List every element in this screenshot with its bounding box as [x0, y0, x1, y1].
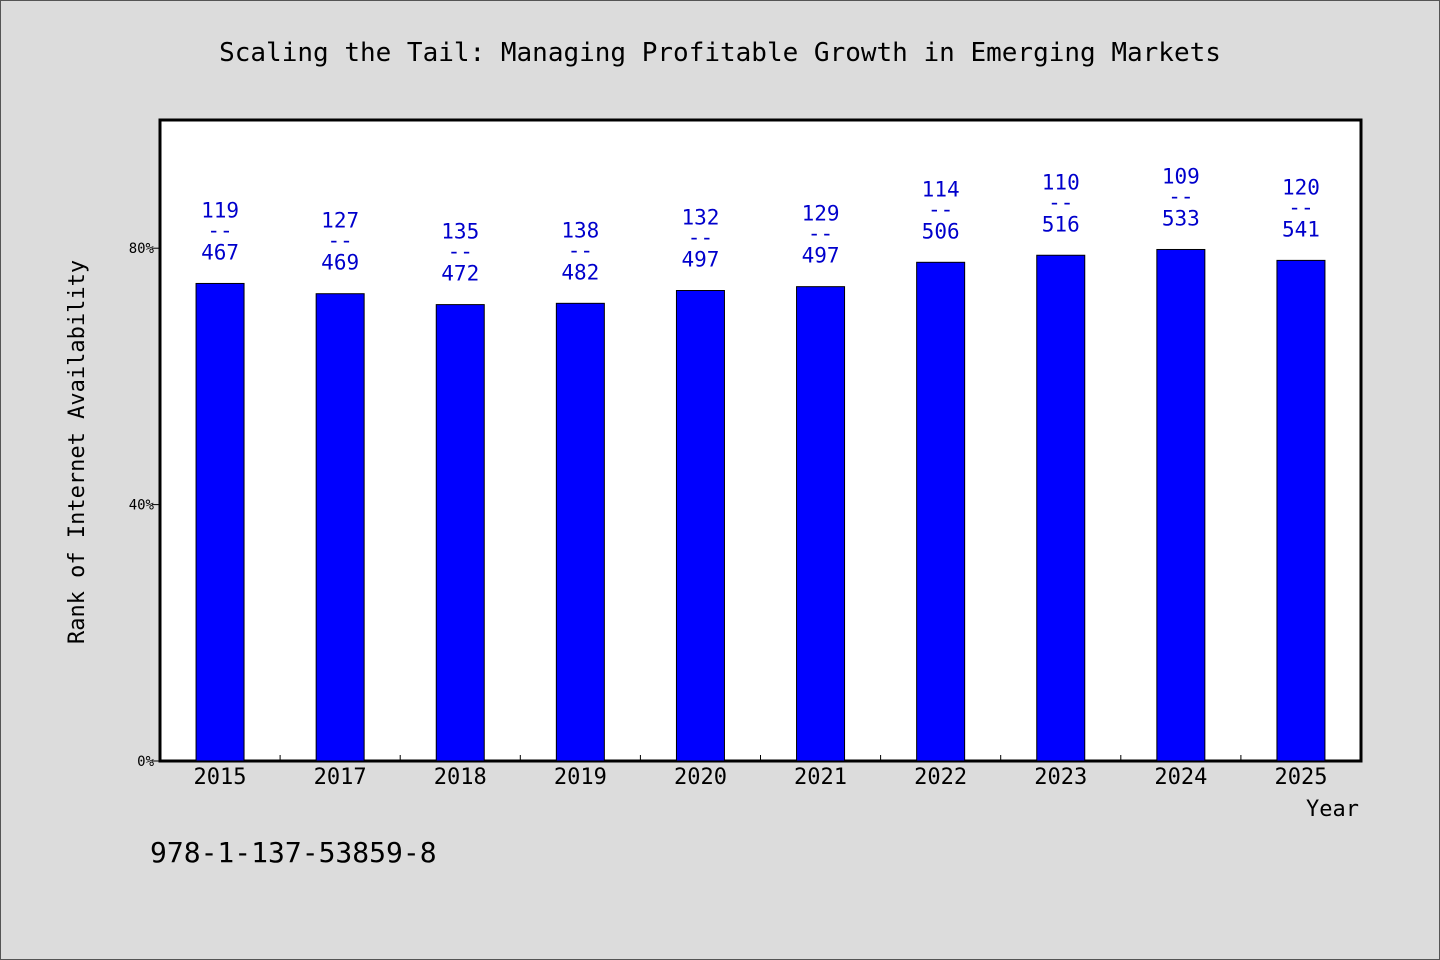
- y-axis: 0% 40% 80%: [129, 241, 160, 770]
- y-tick-label: 0%: [137, 754, 154, 770]
- bar-rank-label: 110: [1042, 170, 1080, 194]
- bar-label-separator: --: [1168, 184, 1193, 208]
- x-tick-label: 2015: [194, 765, 247, 790]
- bar-2017: [315, 293, 365, 762]
- bar-label-separator: --: [1288, 195, 1313, 219]
- x-axis: 2015 2017 2018 2019 2020 2021 2022 2023 2024 2025: [194, 755, 1327, 790]
- bar-2018: [435, 304, 485, 762]
- bar-label-separator: --: [688, 226, 713, 250]
- x-axis-label: Year: [1306, 797, 1359, 822]
- bar-label-separator: --: [448, 240, 473, 264]
- bar-2025: [1276, 259, 1326, 762]
- bar-rank-label: 127: [321, 209, 359, 233]
- x-tick-label: 2022: [914, 765, 967, 790]
- bar-labels-group: 119--467127--469135--472138--482132--497…: [201, 164, 1320, 285]
- bar-total-label: 482: [561, 260, 599, 284]
- x-tick-label: 2020: [674, 765, 727, 790]
- x-tick-label: 2024: [1154, 765, 1207, 790]
- bar-total-label: 541: [1282, 217, 1320, 241]
- bar-rank-label: 119: [201, 198, 239, 222]
- bar-total-label: 469: [321, 251, 359, 275]
- x-tick-label: 2021: [794, 765, 847, 790]
- bar-total-label: 467: [201, 240, 239, 264]
- bar-label-separator: --: [928, 197, 953, 221]
- bar-total-label: 516: [1042, 212, 1080, 236]
- bar-label-separator: --: [207, 218, 232, 242]
- bar-rank-label: 132: [681, 206, 719, 230]
- x-tick-label: 2023: [1034, 765, 1087, 790]
- bar-2015: [195, 282, 245, 762]
- bar-total-label: 472: [441, 262, 479, 286]
- bar-total-label: 497: [681, 248, 719, 272]
- bar-label-separator: --: [1048, 190, 1073, 214]
- bar-rank-label: 120: [1282, 175, 1320, 199]
- bar-2024: [1156, 248, 1206, 762]
- bar-rank-label: 114: [922, 177, 960, 201]
- bars-group: [195, 248, 1326, 762]
- bar-2023: [1036, 254, 1086, 762]
- bar-label-separator: --: [808, 222, 833, 246]
- x-tick-label: 2018: [434, 765, 487, 790]
- x-tick-label: 2017: [314, 765, 367, 790]
- x-tick-label: 2025: [1274, 765, 1327, 790]
- bar-total-label: 533: [1162, 206, 1200, 230]
- y-tick-label: 80%: [129, 241, 155, 257]
- bar-2019: [555, 302, 605, 762]
- bar-total-label: 506: [922, 219, 960, 243]
- x-tick-label: 2019: [554, 765, 607, 790]
- bar-label-separator: --: [328, 229, 353, 253]
- bar-2020: [675, 290, 725, 762]
- bar-2021: [796, 286, 846, 762]
- chart-title: Scaling the Tail: Managing Profitable Gr…: [219, 38, 1221, 68]
- bar-rank-label: 138: [561, 218, 599, 242]
- bar-2022: [916, 261, 966, 762]
- bar-total-label: 497: [802, 244, 840, 268]
- bar-rank-label: 129: [802, 202, 840, 226]
- bar-rank-label: 109: [1162, 164, 1200, 188]
- bar-label-separator: --: [568, 238, 593, 262]
- y-tick-label: 40%: [129, 498, 155, 514]
- isbn-label: 978-1-137-53859-8: [150, 836, 437, 869]
- bar-rank-label: 135: [441, 220, 479, 244]
- y-axis-label: Rank of Internet Availability: [65, 260, 90, 644]
